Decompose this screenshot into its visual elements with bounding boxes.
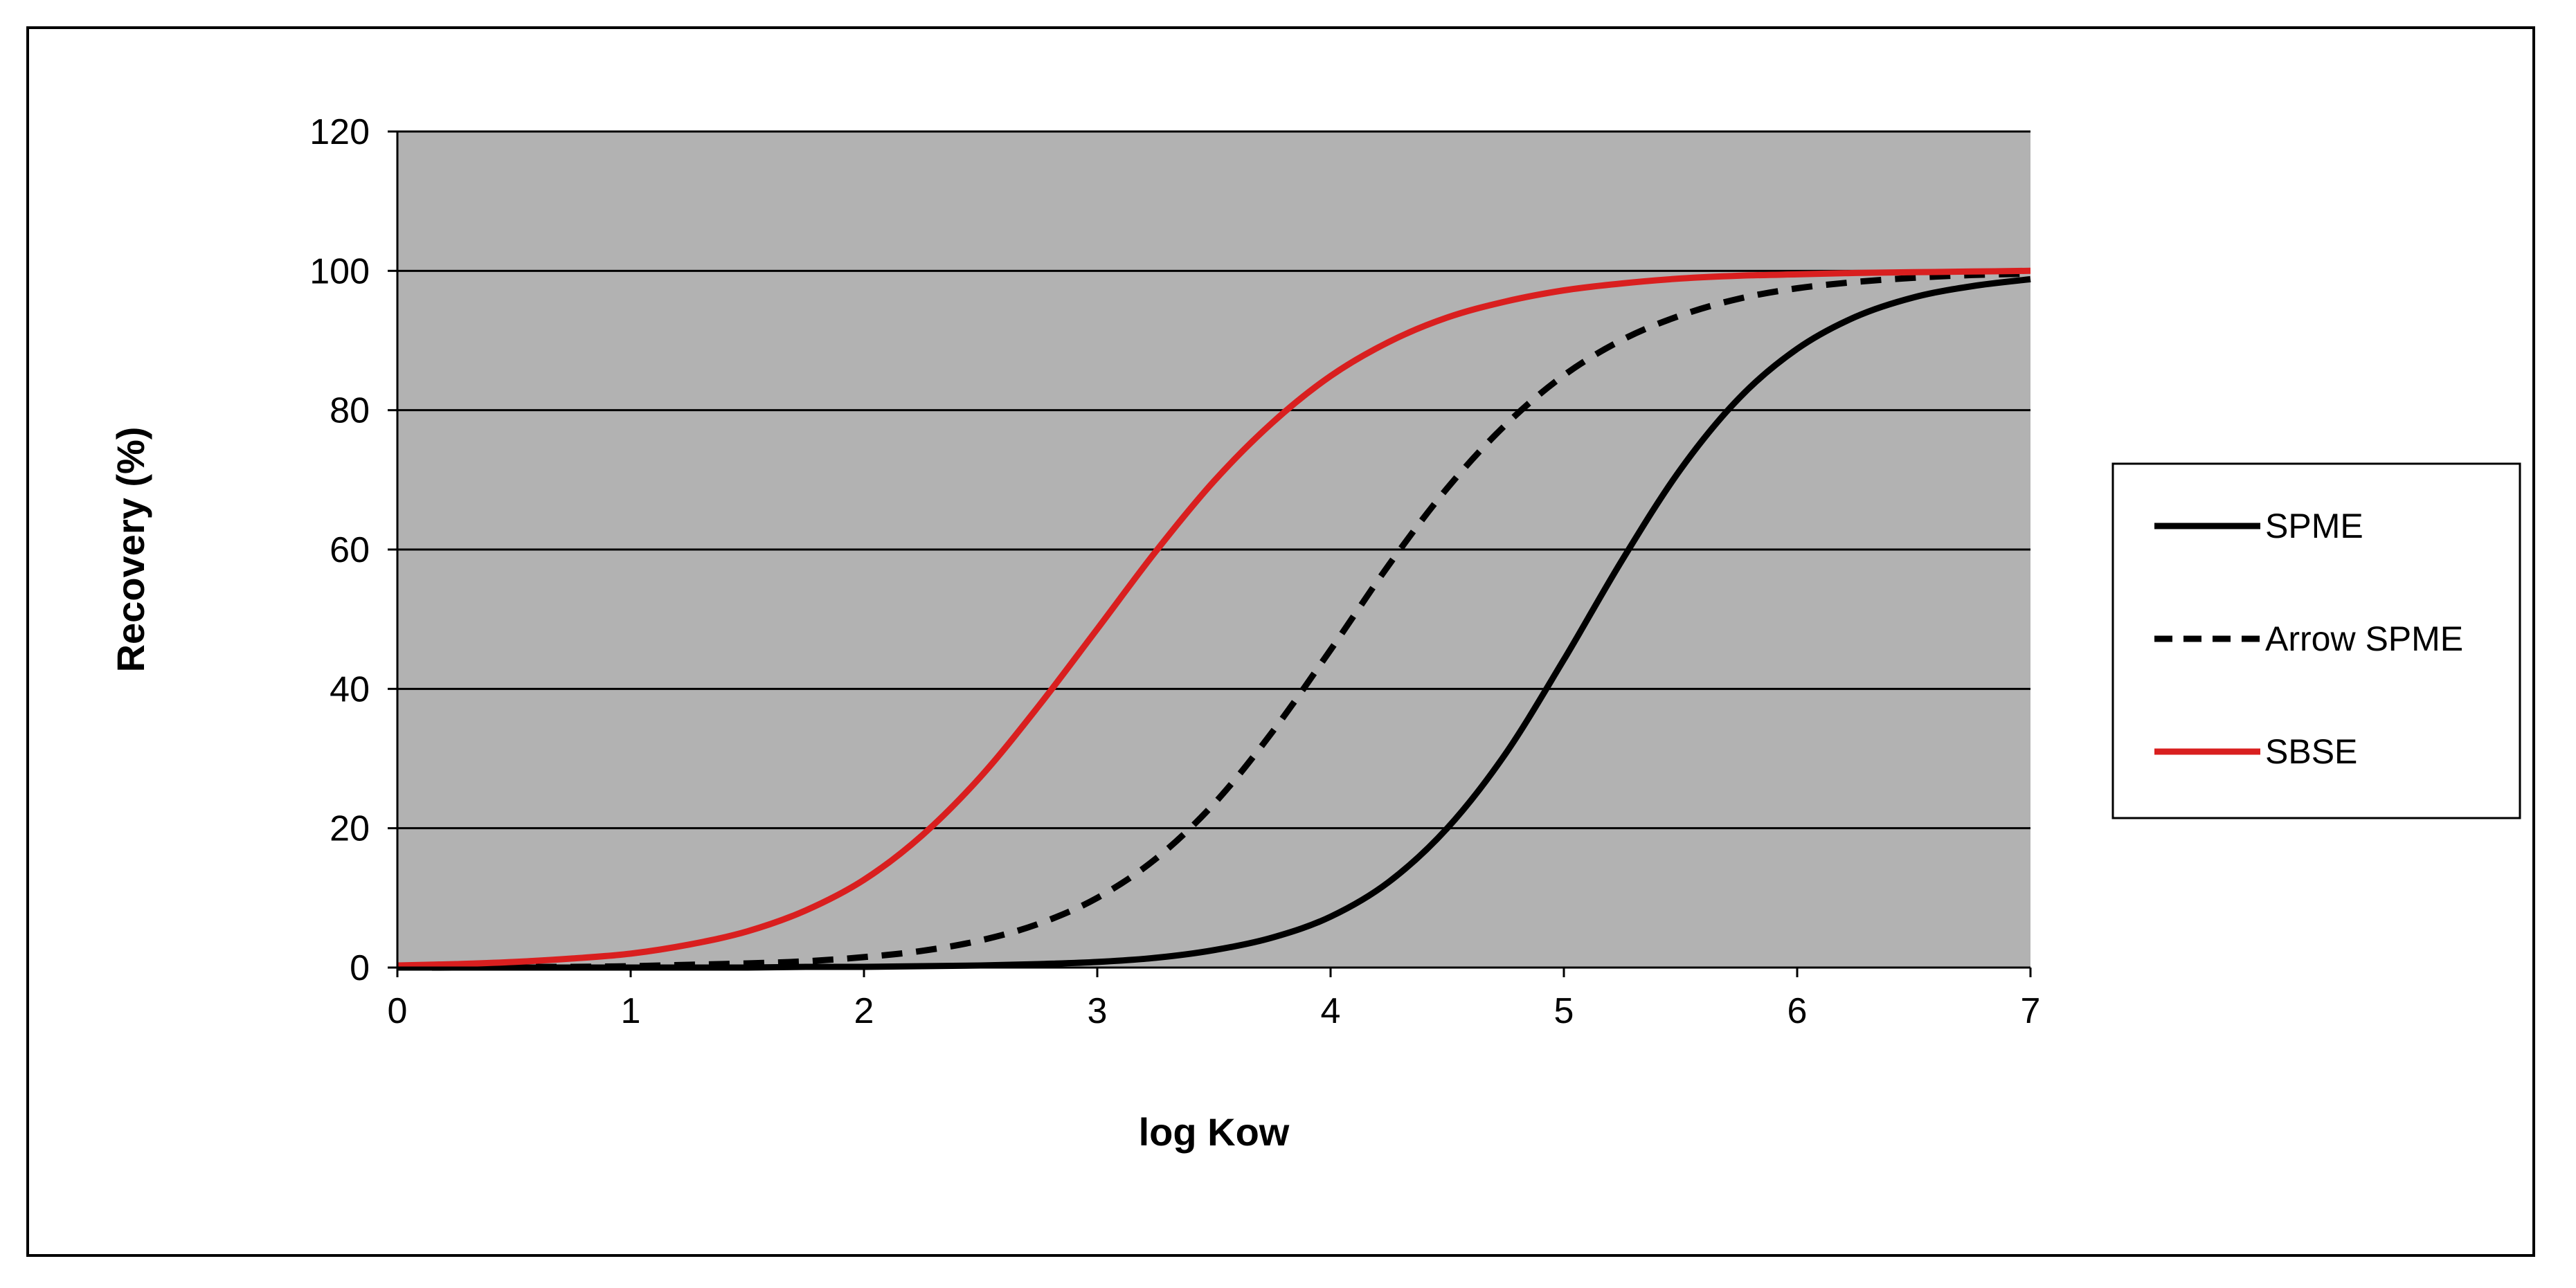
y-tick-label-120: 120 <box>309 112 370 152</box>
y-axis-title: Recovery (%) <box>109 427 152 673</box>
legend-label-arrow-spme: Arrow SPME <box>2265 619 2463 658</box>
x-tick-label-1: 1 <box>621 991 641 1031</box>
legend: SPME Arrow SPME SBSE <box>2111 462 2521 819</box>
y-tick-label-80: 80 <box>330 391 370 431</box>
y-tick-label-100: 100 <box>309 251 370 291</box>
grid-lines <box>397 130 2030 830</box>
legend-label-spme: SPME <box>2265 507 2363 545</box>
legend-label-sbse: SBSE <box>2265 732 2357 771</box>
x-axis-title: log Kow <box>1139 1110 1290 1154</box>
x-tick-label-0: 0 <box>388 991 408 1031</box>
x-tick-label-6: 6 <box>1787 991 1808 1031</box>
y-tick-label-60: 60 <box>330 530 370 570</box>
x-tick-label-4: 4 <box>1321 991 1341 1031</box>
series-line-arrow-spme <box>397 270 2031 971</box>
x-tick-label-2: 2 <box>854 991 874 1031</box>
x-tick-label-3: 3 <box>1088 991 1108 1031</box>
series-line-sbse <box>397 267 2031 969</box>
tick-labels: 0 20 40 60 80 100 120 0 1 2 3 4 5 6 7 <box>309 112 2040 1031</box>
x-tick-label-5: 5 <box>1554 991 1574 1031</box>
axes <box>388 130 2032 977</box>
y-tick-label-20: 20 <box>330 809 370 849</box>
x-tick-label-7: 7 <box>2021 991 2041 1031</box>
y-tick-label-40: 40 <box>330 669 370 709</box>
y-tick-label-0: 0 <box>350 948 370 988</box>
legend-box <box>2111 462 2521 819</box>
